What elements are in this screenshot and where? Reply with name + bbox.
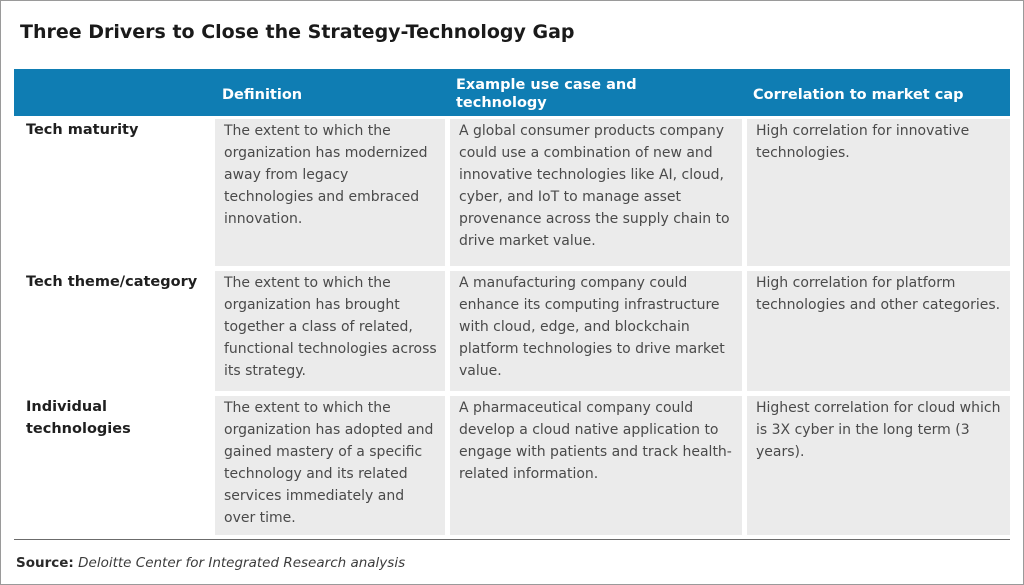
row-label-tech-theme: Tech theme/category	[26, 274, 198, 290]
table-header-band	[14, 69, 1010, 116]
source-label: Source:	[16, 555, 74, 571]
cell-correlation: High correlation for innovative technolo…	[747, 119, 1010, 266]
cell-definition: The extent to which the organization has…	[215, 271, 445, 391]
cell-example: A pharmaceutical company could develop a…	[450, 396, 742, 535]
cell-correlation: Highest correlation for cloud which is 3…	[747, 396, 1010, 535]
cell-correlation: High correlation for platform technologi…	[747, 271, 1010, 391]
cell-definition: The extent to which the organization has…	[215, 119, 445, 266]
source-text: Deloitte Center for Integrated Research …	[78, 555, 406, 571]
cell-example: A manufacturing company could enhance it…	[450, 271, 742, 391]
row-label-tech-maturity: Tech maturity	[26, 122, 139, 138]
page-title: Three Drivers to Close the Strategy-Tech…	[20, 21, 575, 43]
footer-divider	[14, 539, 1010, 540]
cell-definition: The extent to which the organization has…	[215, 396, 445, 535]
row-label-individual-technologies: Individual technologies	[26, 399, 131, 437]
header-example: Example use case and technology	[456, 77, 637, 111]
header-correlation: Correlation to market cap	[753, 87, 964, 103]
source-note: Source: Deloitte Center for Integrated R…	[16, 554, 405, 572]
cell-example: A global consumer products company could…	[450, 119, 742, 266]
header-definition: Definition	[222, 87, 303, 103]
